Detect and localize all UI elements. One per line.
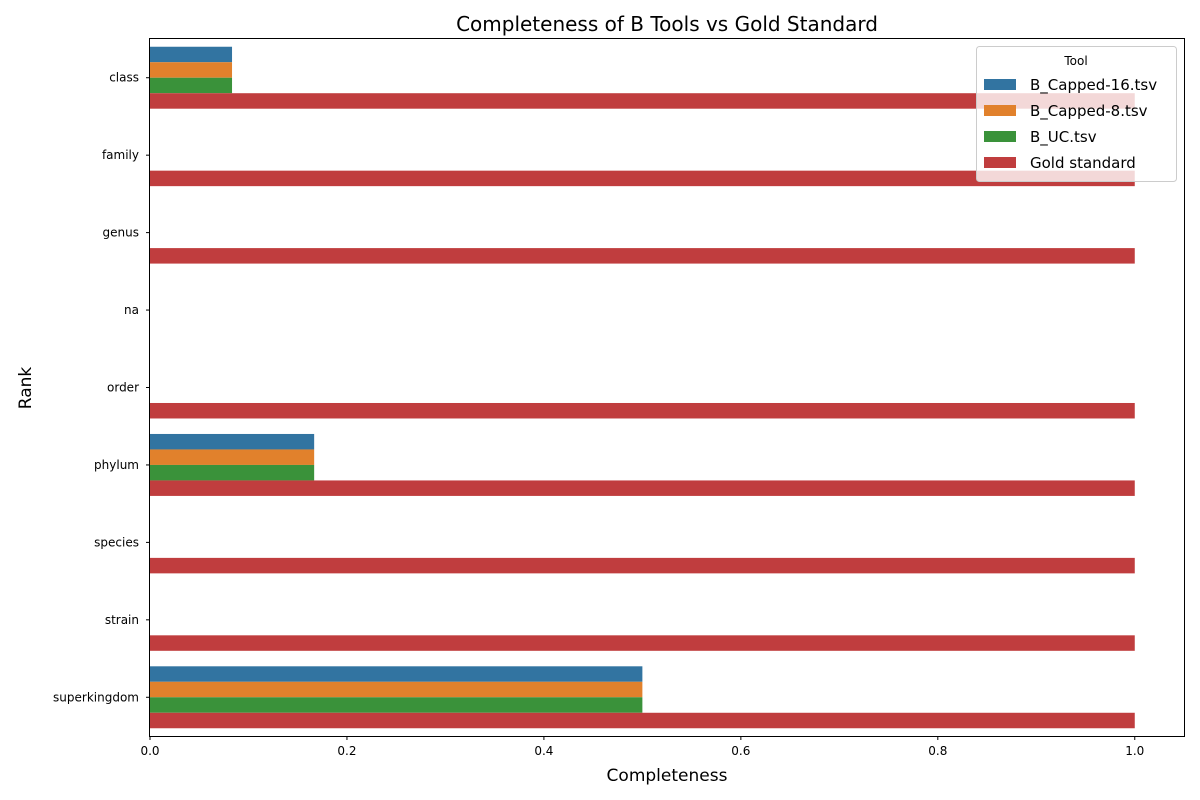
bar-b-uc-tsv-superkingdom [150, 697, 643, 713]
bar-b-capped-8-tsv-phylum [150, 449, 315, 465]
y-axis-title: Rank [16, 367, 36, 410]
y-tick-label-species: species [94, 535, 139, 549]
legend-swatch-gold-standard [984, 157, 1016, 168]
legend-frame [976, 46, 1177, 182]
legend-swatch-b-uc-tsv [984, 131, 1016, 142]
x-axis-ticks: 0.0 0.2 0.4 0.6 0.8 1.0 [140, 736, 1144, 758]
bar-gold-standard-superkingdom [150, 712, 1135, 729]
bar-b-capped-16-tsv-phylum [150, 433, 315, 450]
bar-b-capped-8-tsv-superkingdom [150, 681, 643, 698]
y-tick-label-class: class [109, 71, 139, 85]
legend: Tool B_Capped-16.tsv B_Capped-8.tsv B_UC.t… [976, 46, 1177, 182]
y-tick-label-strain: strain [105, 613, 139, 627]
legend-swatch-b-capped-16-tsv [984, 79, 1016, 90]
y-tick-label-phylum: phylum [94, 458, 139, 472]
bar-gold-standard-strain [150, 635, 1135, 651]
x-tick-label: 0.0 [140, 744, 159, 758]
legend-title: Tool [1063, 54, 1087, 68]
bar-b-capped-16-tsv-superkingdom [150, 666, 643, 682]
bar-b-uc-tsv-phylum [150, 464, 315, 481]
x-axis-title: Completeness [607, 766, 728, 786]
legend-label-b-capped-8-tsv: B_Capped-8.tsv [1030, 102, 1148, 121]
x-tick-label: 1.0 [1125, 744, 1144, 758]
bar-b-capped-8-tsv-class [150, 62, 233, 78]
bar-gold-standard-family [150, 170, 1135, 187]
x-tick-label: 0.4 [534, 744, 553, 758]
y-tick-label-na: na [124, 303, 139, 317]
legend-label-b-uc-tsv: B_UC.tsv [1030, 128, 1097, 147]
legend-label-gold-standard: Gold standard [1030, 154, 1136, 172]
legend-swatch-b-capped-8-tsv [984, 105, 1016, 116]
bars-layer [150, 46, 1135, 729]
plot-frame [149, 38, 1185, 737]
bar-b-uc-tsv-class [150, 77, 233, 94]
bar-gold-standard-order [150, 402, 1135, 419]
bar-gold-standard-class [150, 93, 1135, 109]
x-tick-label: 0.8 [928, 744, 947, 758]
x-tick-label: 0.6 [731, 744, 750, 758]
y-tick-label-superkingdom: superkingdom [53, 690, 139, 704]
y-tick-label-order: order [107, 381, 139, 395]
y-axis-ticks: class family genus na order phylum species stra… [53, 71, 150, 704]
y-tick-label-genus: genus [103, 226, 139, 240]
bar-gold-standard-species [150, 557, 1135, 574]
x-tick-label: 0.2 [337, 744, 356, 758]
bar-b-capped-16-tsv-class [150, 46, 233, 63]
chart-title: Completeness of B Tools vs Gold Standard [456, 12, 878, 36]
bar-gold-standard-phylum [150, 480, 1135, 496]
legend-items: B_Capped-16.tsv B_Capped-8.tsv B_UC.tsv Gol… [984, 76, 1157, 172]
y-tick-label-family: family [102, 148, 139, 162]
legend-label-b-capped-16-tsv: B_Capped-16.tsv [1030, 76, 1157, 95]
bar-gold-standard-genus [150, 248, 1135, 264]
